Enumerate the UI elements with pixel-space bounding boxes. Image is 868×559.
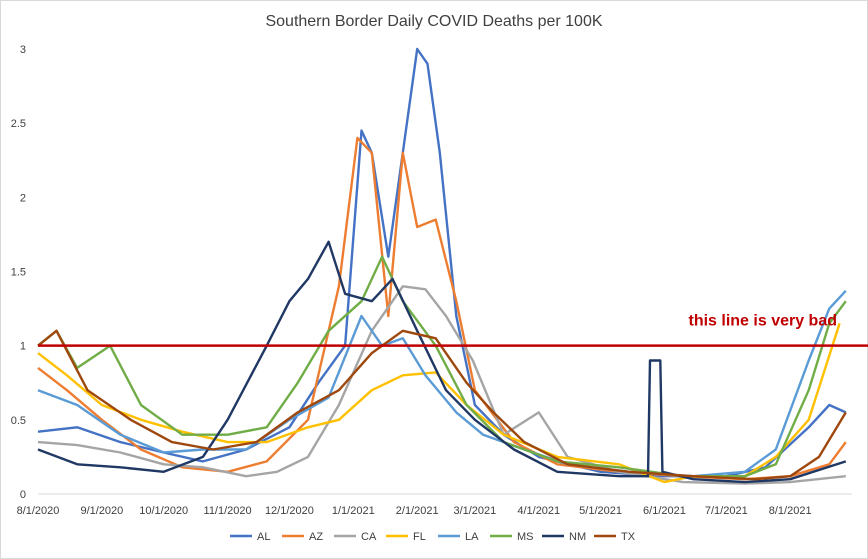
series-line-la <box>37 289 847 478</box>
x-tick-label: 4/1/2021 <box>517 505 560 517</box>
series-line-nm <box>37 240 847 484</box>
legend-label-az: AZ <box>309 531 323 543</box>
x-tick-label: 11/1/2020 <box>204 505 252 517</box>
x-axis: 8/1/2020 9/1/2020 10/1/2020 11/1/2020 12/1/2… <box>17 493 852 517</box>
chart-title: Southern Border Daily COVID Deaths per 1… <box>265 13 602 30</box>
x-tick-label: 1/1/2021 <box>332 505 375 517</box>
x-tick-label: 9/1/2020 <box>80 505 123 517</box>
x-tick-label: 2/1/2021 <box>396 505 439 517</box>
x-tick-label: 10/1/2020 <box>139 505 188 517</box>
x-tick-label: 6/1/2021 <box>643 505 686 517</box>
reference-line-group: this line is very bad <box>38 313 868 347</box>
y-axis: 0 0.5 1 1.5 2 2.5 3 <box>11 44 26 501</box>
legend-label-ca: CA <box>361 531 377 543</box>
y-tick-label: 1.5 <box>11 267 26 279</box>
plot-area <box>37 47 847 485</box>
x-tick-label: 7/1/2021 <box>705 505 748 517</box>
legend-label-al: AL <box>257 531 270 543</box>
y-tick-label: 0.5 <box>11 415 26 427</box>
reference-line-label: this line is very bad <box>689 313 838 330</box>
legend-label-tx: TX <box>621 531 636 543</box>
legend-label-ms: MS <box>517 531 534 543</box>
x-tick-label: 3/1/2021 <box>453 505 496 517</box>
legend-label-la: LA <box>465 531 479 543</box>
y-tick-label: 3 <box>20 44 26 56</box>
series-line-tx <box>37 329 847 481</box>
y-tick-label: 2.5 <box>11 118 26 130</box>
legend: AL AZ CA FL LA MS NM TX <box>230 531 636 543</box>
legend-label-nm: NM <box>569 531 586 543</box>
x-tick-label: 12/1/2020 <box>265 505 314 517</box>
y-tick-label: 2 <box>20 192 26 204</box>
legend-label-fl: FL <box>413 531 426 543</box>
y-tick-label: 1 <box>20 341 26 353</box>
x-tick-label: 5/1/2021 <box>579 505 622 517</box>
y-tick-label: 0 <box>20 489 26 501</box>
x-tick-label: 8/1/2020 <box>17 505 60 517</box>
x-tick-label: 8/1/2021 <box>769 505 812 517</box>
